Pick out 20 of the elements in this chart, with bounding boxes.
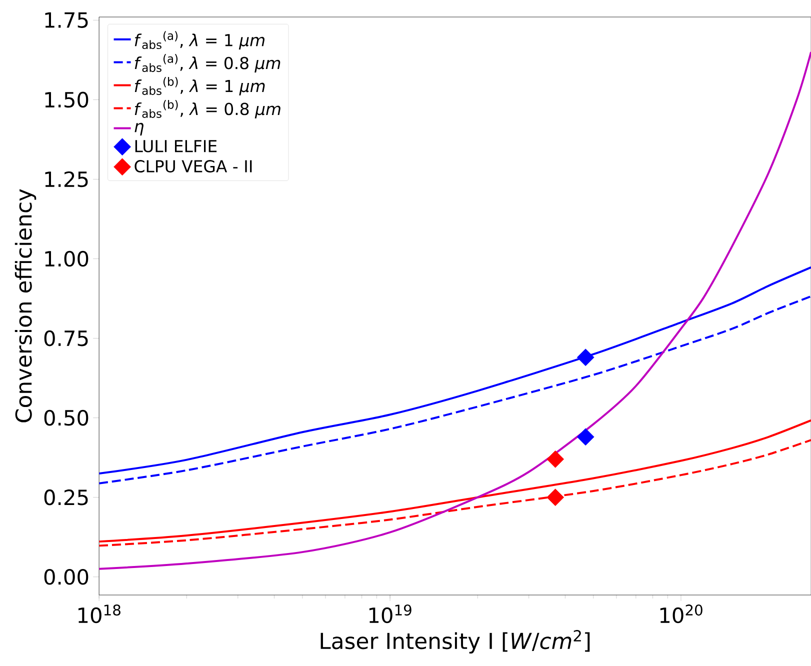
x-tick-label: 10$^{19}$ — [369, 604, 412, 624]
y-tick-label: 0.25 — [44, 489, 88, 506]
legend-label: f$_{abs}$$^{(b)}$, λ = 0.8 μm — [134, 100, 280, 118]
x-tick-label: 10$^{20}$ — [660, 604, 702, 624]
legend-label: f$_{abs}$$^{(b)}$, λ = 1 μm — [134, 77, 265, 96]
legend-label: η — [134, 122, 144, 136]
y-tick-label: 1.25 — [45, 171, 88, 188]
x-axis-title: Laser Intensity I [W/cm$^{2}$] — [320, 630, 590, 654]
legend-label: CLPU VEGA - II — [134, 160, 252, 172]
y-tick-label: 0.50 — [44, 410, 88, 426]
legend-label: f$_{abs}$$^{(a)}$, λ = 1 μm — [134, 31, 264, 50]
x-tick-label: 10$^{18}$ — [78, 604, 120, 624]
y-axis-title: Conversion efficiency — [14, 189, 36, 422]
y-tick-label: 1.00 — [45, 250, 88, 267]
y-tick-label: 0.75 — [44, 330, 88, 346]
y-tick-label: 1.50 — [45, 92, 88, 108]
y-tick-label: 0.00 — [44, 568, 88, 585]
y-tick-label: 1.75 — [45, 12, 88, 28]
legend-label: LULI ELFIE — [135, 140, 217, 152]
legend-label: f$_{abs}$$^{(a)}$, λ = 0.8 μm — [134, 54, 280, 72]
